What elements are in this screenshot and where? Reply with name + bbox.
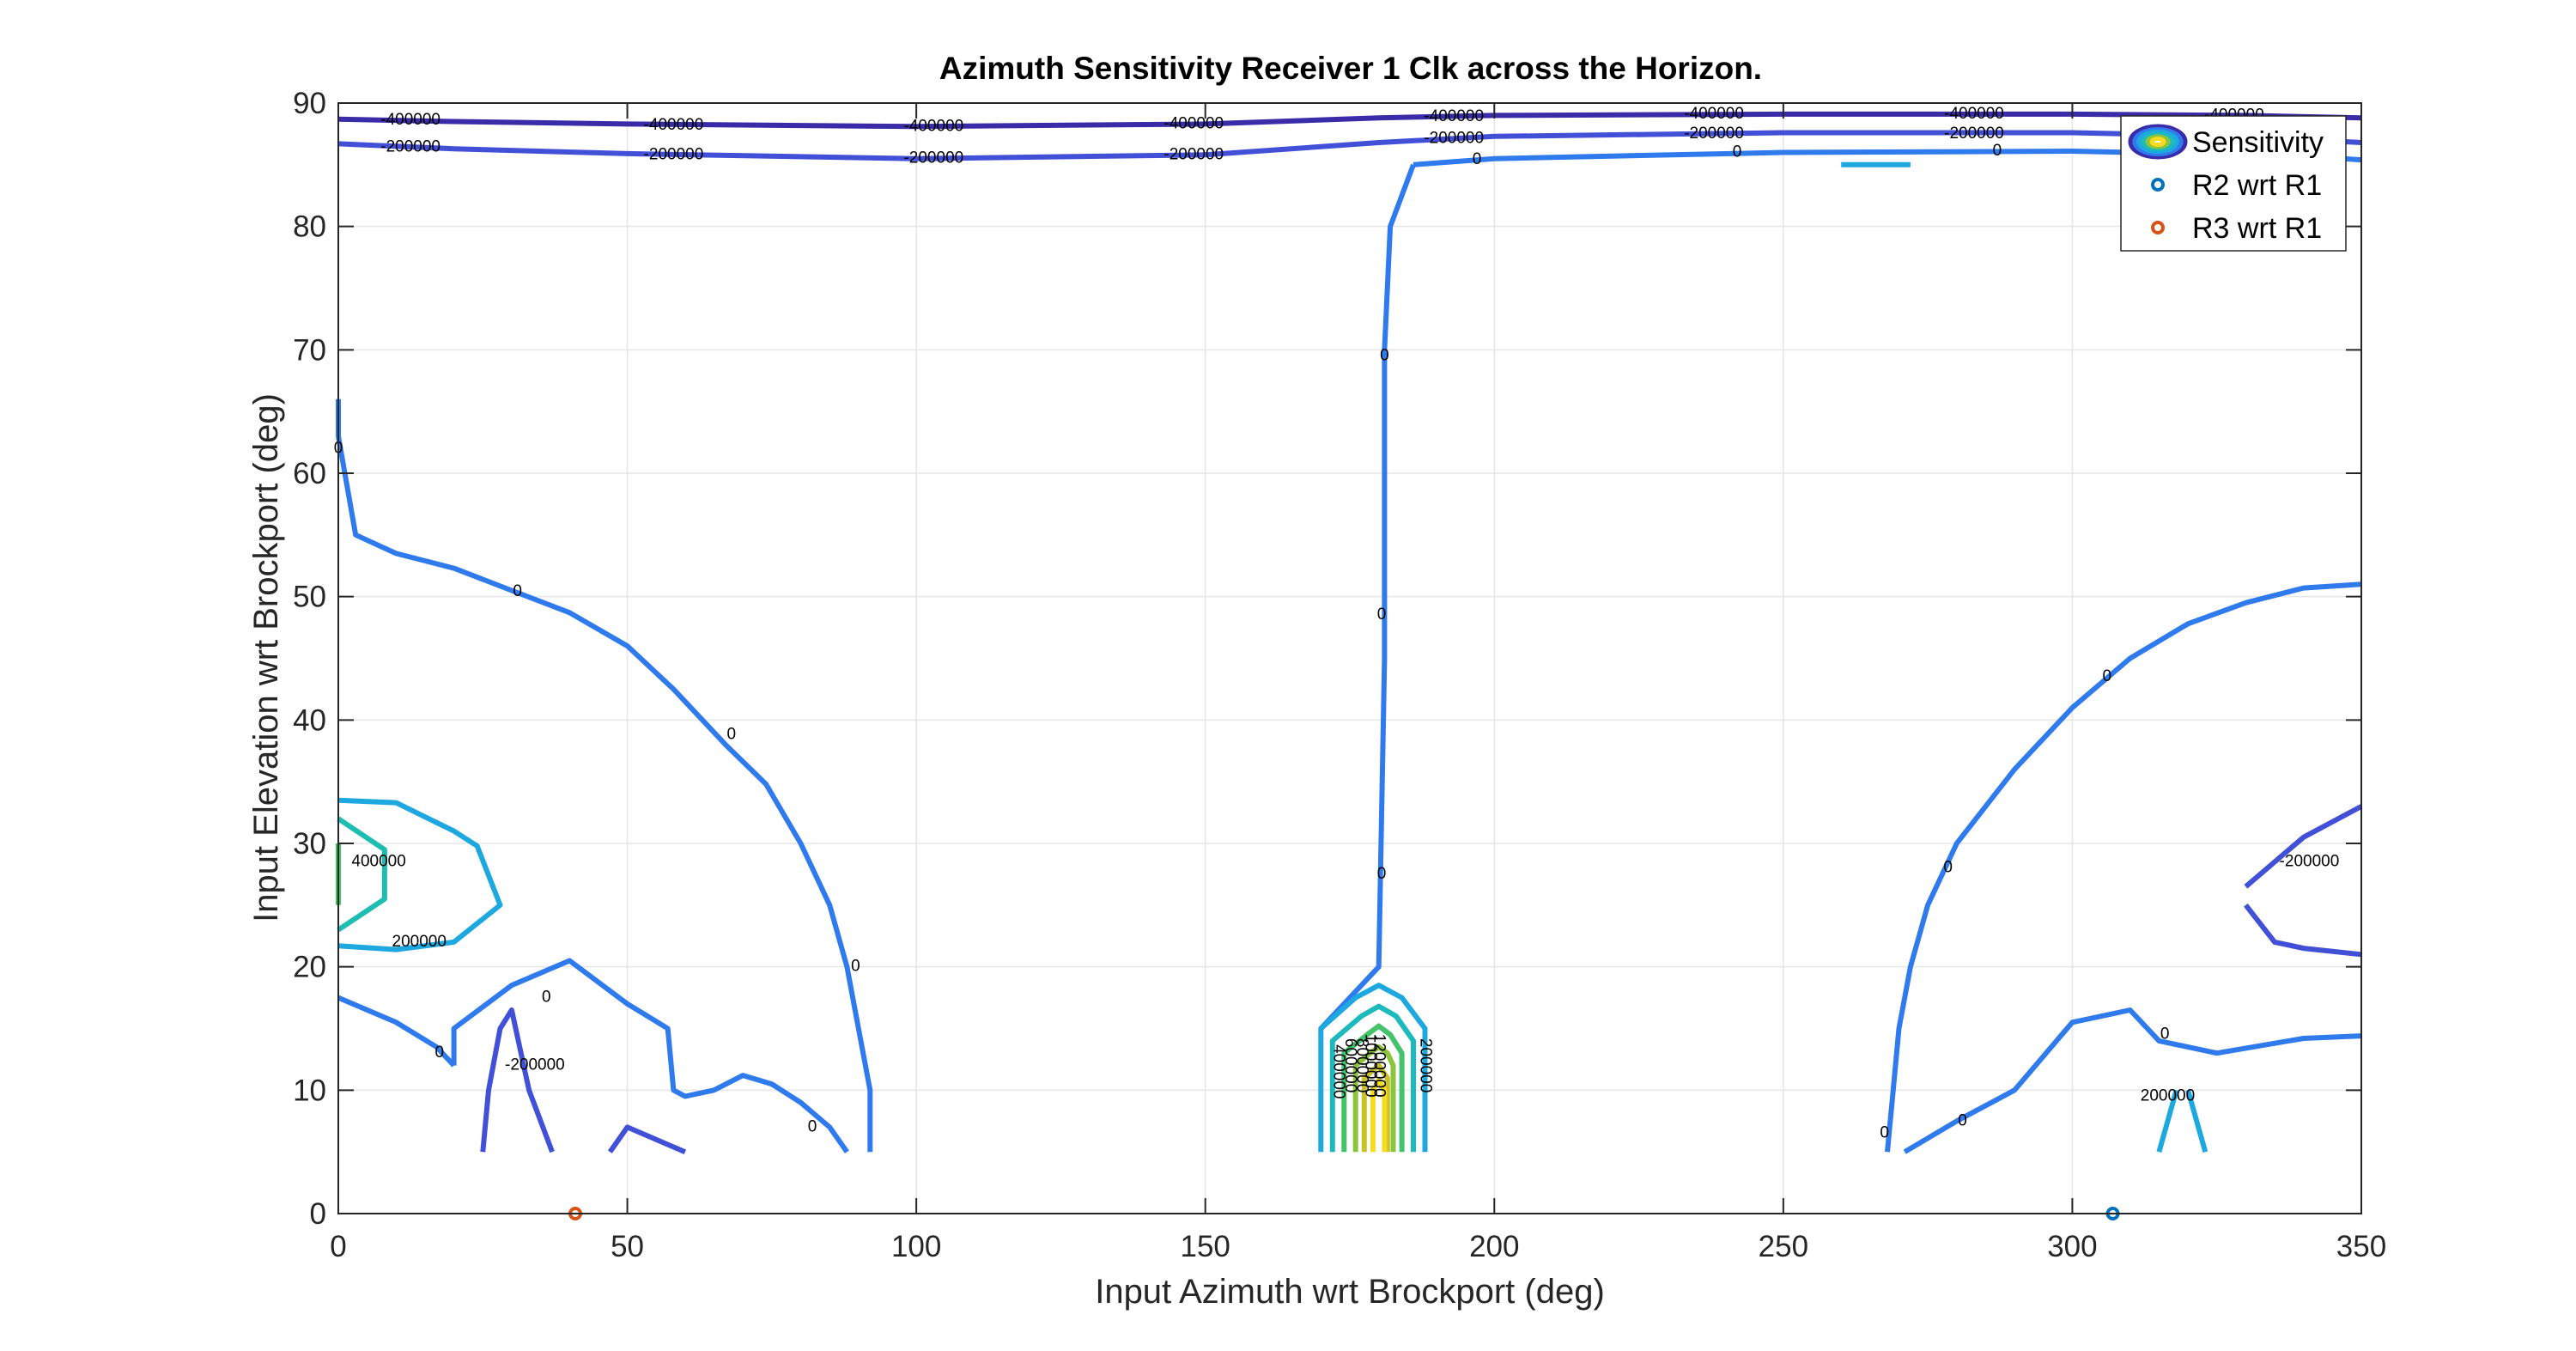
y-tick-label-6: 60 xyxy=(293,457,326,490)
contour-line-17 xyxy=(337,816,387,933)
contour-label-1: -400000 xyxy=(644,116,704,134)
contour-label-9: -200000 xyxy=(644,145,704,163)
contour-label-37: 400000 xyxy=(351,853,405,871)
y-tick-label-8: 80 xyxy=(293,210,326,244)
contour-label-11: -200000 xyxy=(1163,145,1224,163)
contour-label-6: -400000 xyxy=(1944,105,2004,123)
contour-line-6 xyxy=(451,958,849,1153)
contour-label-35: 200000 xyxy=(392,933,447,951)
y-tick-label-9: 90 xyxy=(293,87,326,120)
contour-label-19: 0 xyxy=(513,582,522,600)
contour-label-40: 600000 xyxy=(1341,1038,1359,1092)
contour-line-21 xyxy=(1341,1023,1405,1153)
contour-label-2: -400000 xyxy=(903,117,963,135)
grid xyxy=(338,103,2361,1214)
contour-line-11 xyxy=(2156,1089,2179,1153)
contour-label-25: 0 xyxy=(1380,347,1389,365)
contour-line-24 xyxy=(1370,1077,1388,1153)
legend-label-1: R2 wrt R1 xyxy=(2192,169,2322,202)
contour-label-36: 200000 xyxy=(2141,1087,2195,1105)
contour-label-24: 0 xyxy=(435,1044,445,1062)
contour-label-33: -200000 xyxy=(505,1056,565,1074)
y-tick-label-3: 30 xyxy=(293,827,326,861)
contour-label-39: 400000 xyxy=(1330,1044,1348,1098)
contour-line-0 xyxy=(337,111,2362,130)
contour-label-43: 1200000 xyxy=(1370,1034,1388,1098)
x-tick-label-4: 200 xyxy=(1469,1230,1519,1263)
contour-label-29: 0 xyxy=(1943,859,1953,877)
x-axis-label: Input Azimuth wrt Brockport (deg) xyxy=(1095,1273,1605,1311)
y-tick-label-5: 50 xyxy=(293,581,326,614)
contour-label-8: -200000 xyxy=(380,138,440,156)
contour-line-22 xyxy=(1352,1044,1396,1153)
contour-label-3: -400000 xyxy=(1163,114,1224,132)
legend: Sensitivity R2 wrt R1 R3 wrt R1 xyxy=(2120,115,2347,252)
contour-label-0: -400000 xyxy=(380,111,440,129)
contour-line-16 xyxy=(2244,804,2363,889)
contour-line-19 xyxy=(1318,983,1428,1153)
legend-item-1: R2 wrt R1 xyxy=(2151,169,2322,202)
x-tick-label-6: 300 xyxy=(2047,1230,2097,1263)
contour-label-16: 0 xyxy=(1733,143,1742,161)
contour-label-32: 0 xyxy=(2160,1025,2170,1044)
x-tick-label-2: 100 xyxy=(891,1230,941,1263)
contour-label-26: 0 xyxy=(1377,606,1387,624)
contour-line-3 xyxy=(1319,163,1416,1031)
contour-label-13: -200000 xyxy=(1684,125,1744,143)
legend-label-0: Sensitivity xyxy=(2192,126,2324,159)
legend-item-2: R3 wrt R1 xyxy=(2151,212,2322,245)
y-tick-label-1: 10 xyxy=(293,1074,326,1107)
contour-label-17: 0 xyxy=(1993,142,2002,160)
contour-label-28: 0 xyxy=(1880,1124,1889,1142)
contour-label-15: 0 xyxy=(1473,150,1482,168)
y-tick-label-7: 70 xyxy=(293,333,326,367)
contour-line-8 xyxy=(1903,1007,2362,1154)
contour-label-27: 0 xyxy=(1377,865,1387,883)
contour-label-14: -200000 xyxy=(1944,125,2004,143)
contour-line-23 xyxy=(1361,1062,1390,1153)
chart-title: Azimuth Sensitivity Receiver 1 Clk acros… xyxy=(939,51,1762,86)
contour-label-42: 1000000 xyxy=(1362,1034,1380,1098)
axis-ticks: 0 50 100 150 200 250 300 350 0 10 20 30 40 50 60 70 80 90 xyxy=(293,87,2386,1263)
contour-labels: -400000 -400000 -400000 -400000 -400000 -4000… xyxy=(334,105,2340,1142)
contour-label-5: -400000 xyxy=(1684,105,1744,123)
contour-label-4: -400000 xyxy=(1424,107,1484,125)
plot-area: -400000 -400000 -400000 -400000 -400000 -4000… xyxy=(293,87,2386,1263)
contour-line-15 xyxy=(2244,903,2362,958)
contour-line-13 xyxy=(480,1007,555,1153)
contour-line-5 xyxy=(337,995,456,1068)
contour-line-10 xyxy=(337,797,503,952)
legend-item-0: Sensitivity xyxy=(2128,124,2324,160)
contour-label-12: -200000 xyxy=(1424,130,1484,148)
y-tick-label-4: 40 xyxy=(293,703,326,737)
contour-line-4 xyxy=(336,399,873,1153)
contour-line-20 xyxy=(1329,1003,1416,1153)
contour-label-34: -200000 xyxy=(2280,853,2340,871)
contour-label-10: -200000 xyxy=(903,149,963,167)
contour-label-31: 0 xyxy=(1958,1111,1967,1129)
y-axis-label: Input Elevation wrt Brockport (deg) xyxy=(247,393,285,922)
contour-label-41: 800000 xyxy=(1352,1038,1370,1092)
contour-line-14 xyxy=(607,1124,687,1154)
y-tick-label-2: 20 xyxy=(293,951,326,984)
contour-label-23: 0 xyxy=(542,989,551,1007)
x-tick-label-5: 250 xyxy=(1759,1230,1808,1263)
contour-label-30: 0 xyxy=(2103,667,2112,685)
x-tick-label-3: 150 xyxy=(1181,1230,1230,1263)
x-tick-label-7: 350 xyxy=(2336,1230,2386,1263)
contour-label-22: 0 xyxy=(808,1117,817,1135)
contour-label-20: 0 xyxy=(726,726,736,744)
contour-label-21: 0 xyxy=(851,958,860,976)
x-tick-label-0: 0 xyxy=(330,1230,346,1263)
contour-line-7 xyxy=(1885,581,2362,1153)
x-tick-label-1: 50 xyxy=(611,1230,644,1263)
contour-label-38: 200000 xyxy=(1416,1038,1434,1092)
y-tick-label-0: 0 xyxy=(310,1197,326,1231)
contour-line-12 xyxy=(2185,1089,2208,1153)
legend-label-2: R3 wrt R1 xyxy=(2192,212,2322,245)
